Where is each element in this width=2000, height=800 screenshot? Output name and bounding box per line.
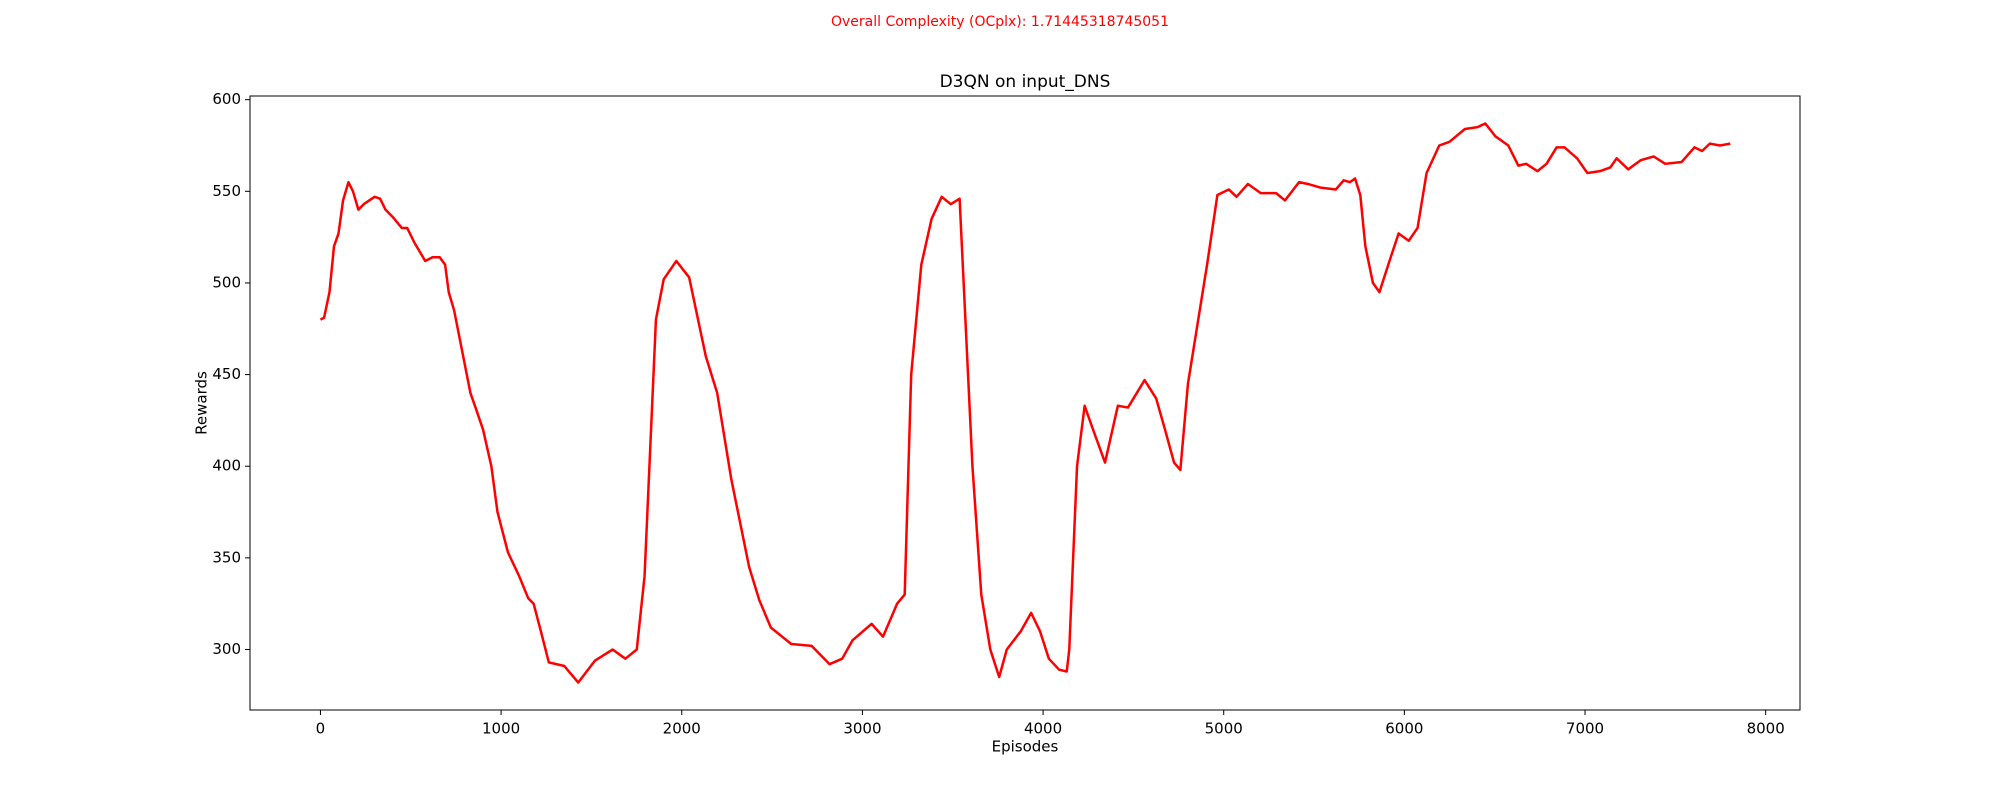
x-tick-label: 4000 xyxy=(1024,720,1062,738)
data-line xyxy=(319,122,1731,684)
x-tick-label: 0 xyxy=(316,720,326,738)
suptitle: Overall Complexity (OCplx): 1.7144531874… xyxy=(831,14,1169,30)
plot-frame xyxy=(249,95,1801,711)
x-tick-label: 7000 xyxy=(1566,720,1604,738)
y-axis-label: Rewards xyxy=(193,371,211,435)
y-tick-label: 450 xyxy=(212,365,241,383)
chart-title: D3QN on input_DNS xyxy=(940,72,1111,92)
x-tick-label: 1000 xyxy=(482,720,520,738)
x-tick-label: 5000 xyxy=(1205,720,1243,738)
y-tick-label: 500 xyxy=(212,273,241,291)
y-tick-label: 600 xyxy=(212,90,241,108)
y-tick-label: 300 xyxy=(212,640,241,658)
y-tick-label: 350 xyxy=(212,548,241,566)
x-axis-label: Episodes xyxy=(992,738,1059,756)
x-tick-label: 6000 xyxy=(1385,720,1423,738)
x-tick-label: 3000 xyxy=(843,720,881,738)
x-tick-label: 2000 xyxy=(663,720,701,738)
y-tick-label: 400 xyxy=(212,457,241,475)
x-tick-label: 8000 xyxy=(1747,720,1785,738)
y-tick-label: 550 xyxy=(212,182,241,200)
